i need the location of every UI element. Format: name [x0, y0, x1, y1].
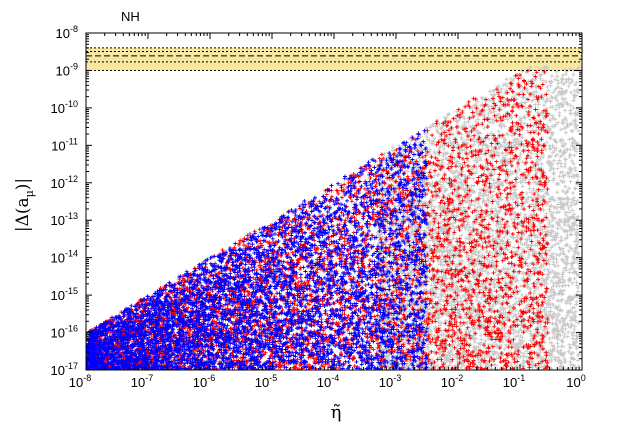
y-tick-base: 10	[51, 288, 65, 303]
y-tick-exponent: -17	[65, 361, 78, 371]
series-3	[86, 128, 429, 370]
y-tick-base: 10	[51, 176, 65, 191]
x-axis-title: η̃	[331, 402, 342, 423]
x-tick-exponent: -4	[331, 373, 339, 383]
y-tick-exponent: -14	[65, 249, 78, 259]
y-tick-exponent: -13	[65, 211, 78, 221]
y-tick-label: 10-11	[51, 136, 78, 153]
data-points	[86, 64, 581, 370]
y-tick-label: 10-13	[51, 211, 78, 228]
x-tick-exponent: -3	[393, 373, 401, 383]
x-tick-exponent: -7	[145, 373, 153, 383]
x-tick-base: 10	[193, 375, 207, 390]
x-tick-label: 10-5	[255, 373, 277, 390]
y-tick-base: 10	[51, 251, 65, 266]
chart-title: NH	[121, 9, 140, 24]
band-boundary-lines	[86, 47, 582, 71]
y-axis-title-subscript: μ	[23, 190, 36, 197]
x-tick-base: 10	[317, 375, 331, 390]
x-tick-label: 10-6	[193, 373, 215, 390]
y-tick-exponent: -10	[65, 99, 78, 109]
x-tick-base: 10	[379, 375, 393, 390]
x-tick-base: 10	[131, 375, 145, 390]
x-tick-exponent: -6	[207, 373, 215, 383]
y-tick-label: 10-16	[51, 324, 78, 341]
x-tick-label: 100	[566, 373, 585, 390]
y-axis-title-main: |Δ(a	[13, 197, 33, 232]
x-tick-exponent: -1	[517, 373, 525, 383]
x-tick-base: 10	[69, 375, 83, 390]
x-tick-base: 10	[503, 375, 517, 390]
axis-ticks	[85, 32, 583, 371]
x-tick-base: 10	[255, 375, 269, 390]
y-tick-label: 10-12	[51, 174, 78, 191]
y-tick-exponent: -12	[65, 174, 78, 184]
x-tick-base: 10	[441, 375, 455, 390]
x-tick-exponent: -2	[455, 373, 463, 383]
x-tick-label: 10-8	[69, 373, 91, 390]
y-tick-base: 10	[51, 326, 65, 341]
y-tick-base: 10	[51, 138, 65, 153]
y-tick-base: 10	[56, 26, 70, 41]
x-tick-label: 10-4	[317, 373, 339, 390]
y-tick-label: 10-8	[56, 24, 78, 41]
y-tick-base: 10	[51, 101, 65, 116]
y-tick-label: 10-9	[56, 61, 78, 78]
x-tick-label: 10-3	[379, 373, 401, 390]
y-tick-base: 10	[51, 213, 65, 228]
x-tick-label: 10-7	[131, 373, 153, 390]
y-axis-title: |Δ(aμ)|	[13, 178, 36, 232]
x-tick-exponent: -8	[83, 373, 91, 383]
x-tick-base: 10	[566, 375, 580, 390]
y-tick-labels: 10-1710-1610-1510-1410-1310-1210-1110-10…	[51, 24, 78, 378]
y-tick-label: 10-14	[51, 249, 78, 266]
series-3-markers	[86, 128, 429, 370]
x-tick-labels: 10-8 10-7 10-6 10-5 10-4 10-3 10-2 10-1 100	[69, 373, 586, 390]
y-tick-exponent: -11	[66, 136, 78, 146]
y-tick-exponent: -16	[65, 324, 78, 334]
measurement-band	[86, 47, 582, 71]
y-tick-base: 10	[51, 363, 65, 378]
y-tick-base: 10	[56, 63, 70, 78]
y-tick-exponent: -15	[65, 286, 78, 296]
y-tick-exponent: -8	[70, 24, 78, 34]
x-tick-exponent: -5	[269, 373, 277, 383]
x-tick-exponent: 0	[581, 373, 586, 383]
band-fill	[86, 47, 582, 71]
y-tick-label: 10-10	[51, 99, 78, 116]
y-tick-label: 10-17	[51, 361, 78, 378]
x-tick-label: 10-1	[503, 373, 525, 390]
x-tick-label: 10-2	[441, 373, 463, 390]
y-axis-title-close: )|	[13, 178, 33, 190]
y-tick-label: 10-15	[51, 286, 78, 303]
y-tick-exponent: -9	[70, 61, 78, 71]
